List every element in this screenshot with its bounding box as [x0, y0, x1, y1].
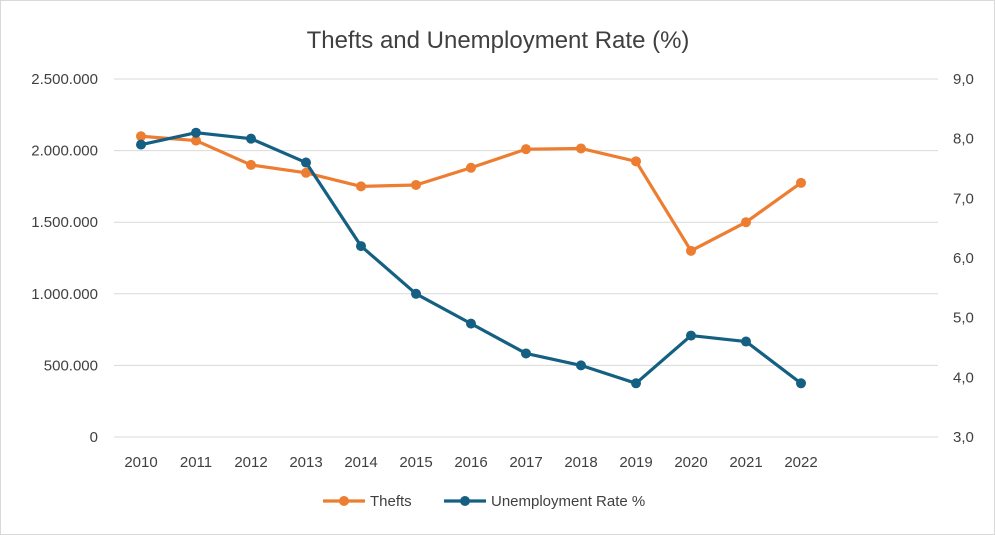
right-y-tick-label: 5,0 [953, 310, 974, 327]
data-point [466, 162, 476, 173]
data-point [521, 144, 531, 155]
series-layer [136, 127, 806, 389]
x-tick-label: 2016 [454, 454, 487, 471]
data-point [796, 177, 806, 188]
x-tick-label: 2012 [234, 454, 267, 471]
data-point [356, 241, 366, 252]
right-y-tick-label: 6,0 [953, 250, 974, 267]
data-point [191, 127, 201, 138]
legend-swatch-marker [460, 496, 470, 506]
x-axis: 2010 2011 2012 2013 2014 2015 2016 2017 2018 2019… [124, 454, 817, 471]
data-point [191, 135, 201, 146]
left-y-tick-label: 0 [90, 429, 98, 446]
data-point [301, 157, 311, 168]
x-tick-label: 2019 [619, 454, 652, 471]
data-point [631, 156, 641, 167]
x-tick-label: 2015 [399, 454, 432, 471]
left-y-tick-label: 1.500.000 [31, 214, 98, 231]
right-y-tick-label: 3,0 [953, 429, 974, 446]
data-point [466, 318, 476, 329]
legend-label: Unemployment Rate % [491, 493, 645, 510]
chart-title: Thefts and Unemployment Rate (%) [307, 27, 690, 54]
data-point [796, 378, 806, 389]
data-point [246, 159, 256, 170]
x-tick-label: 2017 [509, 454, 542, 471]
data-point [576, 360, 586, 371]
left-y-axis: 0 500.000 1.000.000 1.500.000 2.000.000 2.500… [31, 71, 98, 446]
data-point [521, 348, 531, 359]
x-tick-label: 2021 [729, 454, 762, 471]
x-tick-label: 2018 [564, 454, 597, 471]
series-line-0 [139, 134, 803, 253]
legend-label: Thefts [370, 493, 412, 510]
right-y-tick-label: 9,0 [953, 71, 974, 88]
data-point [686, 330, 696, 341]
left-y-tick-label: 2.500.000 [31, 71, 98, 88]
right-y-axis: 3,0 4,0 5,0 6,0 7,0 8,0 9,0 [953, 71, 974, 446]
left-y-tick-label: 500.000 [44, 357, 98, 374]
x-tick-label: 2020 [674, 454, 707, 471]
data-point [686, 245, 696, 256]
legend: Thefts Unemployment Rate % [323, 493, 645, 510]
data-point [246, 133, 256, 144]
x-tick-label: 2013 [289, 454, 322, 471]
data-point [631, 378, 641, 389]
data-point [301, 167, 311, 178]
x-tick-label: 2011 [180, 454, 212, 471]
data-point [741, 217, 751, 228]
data-point [136, 139, 146, 150]
left-y-tick-label: 1.000.000 [31, 286, 98, 303]
data-point [576, 143, 586, 154]
x-tick-label: 2022 [784, 454, 817, 471]
right-y-tick-label: 7,0 [953, 190, 974, 207]
left-y-tick-label: 2.000.000 [31, 143, 98, 160]
legend-swatch-marker [339, 496, 349, 506]
x-tick-label: 2014 [344, 454, 377, 471]
data-point [741, 336, 751, 347]
data-point [136, 131, 146, 142]
data-point [411, 288, 421, 299]
right-y-tick-label: 4,0 [953, 369, 974, 386]
right-y-tick-label: 8,0 [953, 131, 974, 148]
x-tick-label: 2010 [124, 454, 157, 471]
data-point [356, 181, 366, 192]
data-point [411, 179, 421, 190]
gridlines [114, 78, 938, 438]
